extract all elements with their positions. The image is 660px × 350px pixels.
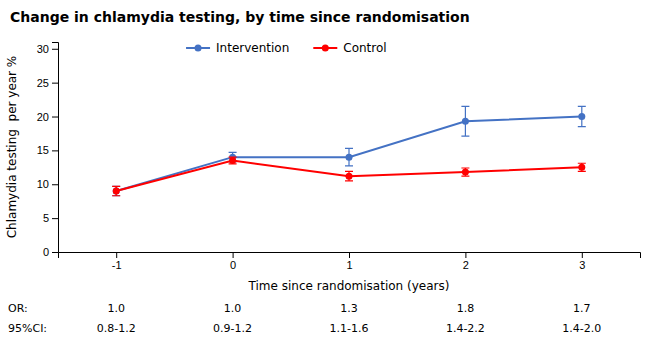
x-axis-title: Time since randomisation (years) bbox=[248, 279, 450, 293]
series-line bbox=[116, 117, 582, 192]
error-bar bbox=[229, 157, 237, 164]
point bbox=[113, 188, 120, 195]
title: Change in chlamydia testing, by time sin… bbox=[10, 9, 470, 25]
point bbox=[462, 118, 469, 125]
point bbox=[578, 164, 585, 171]
legend-label: Control bbox=[343, 41, 386, 55]
y-tick-mark bbox=[52, 117, 58, 118]
y-tick-mark bbox=[52, 83, 58, 84]
plot-area: -10123051015202530InterventionControl bbox=[37, 41, 641, 271]
x-tick-mark bbox=[116, 252, 117, 258]
annotation-value: 1.1-1.6 bbox=[330, 322, 369, 335]
error-bar bbox=[578, 163, 586, 171]
x-tick-mark bbox=[582, 252, 583, 258]
annotation-value: 0.9-1.2 bbox=[213, 322, 252, 335]
y-tick: 30 bbox=[37, 43, 58, 55]
legend-item: Intervention bbox=[186, 41, 289, 55]
error-bar bbox=[112, 186, 120, 195]
series bbox=[112, 106, 586, 195]
y-tick-mark bbox=[52, 218, 58, 219]
x-tick-mark bbox=[349, 252, 350, 258]
error-bar bbox=[345, 148, 353, 166]
legend-label: Intervention bbox=[216, 41, 289, 55]
y-tick-mark bbox=[52, 49, 58, 50]
x-axis: -1 0 1 2 3 bbox=[59, 252, 641, 271]
y-tick: 25 bbox=[37, 77, 58, 89]
y-tick-label: 20 bbox=[37, 111, 49, 123]
error-bar bbox=[345, 171, 353, 180]
y-axis: 0 5 10 15 20 25 30 bbox=[37, 43, 59, 259]
annotations: OR: 95%CI: 1.0 1.0 1.3 1.8 1.7 0.8-1.2 0.9-1.2 1.… bbox=[8, 302, 601, 335]
chart: -10123051015202530InterventionControlCha… bbox=[0, 0, 660, 350]
error-bar bbox=[578, 106, 586, 126]
legend: Intervention Control bbox=[186, 41, 387, 55]
y-tick-label: 10 bbox=[37, 178, 49, 190]
error-bar bbox=[461, 106, 469, 136]
x-tick: 0 bbox=[230, 252, 236, 271]
x-tick-label: 2 bbox=[463, 259, 469, 271]
series bbox=[112, 157, 586, 196]
y-tick: 20 bbox=[37, 111, 58, 123]
legend-item: Control bbox=[313, 41, 386, 55]
legend-swatch-marker bbox=[195, 45, 202, 52]
y-tick-label: 30 bbox=[37, 43, 49, 55]
annotation-value: 1.4-2.2 bbox=[446, 322, 485, 335]
x-tick-label: 0 bbox=[230, 259, 236, 271]
x-tick: 2 bbox=[463, 252, 469, 271]
legend-swatch-marker bbox=[322, 45, 329, 52]
error-bar bbox=[461, 168, 469, 176]
y-tick: 5 bbox=[43, 212, 58, 224]
x-tick-label: 1 bbox=[346, 259, 352, 271]
y-tick-label: 15 bbox=[37, 144, 49, 156]
data-layer bbox=[112, 106, 586, 195]
point bbox=[462, 169, 469, 176]
annotation-value: 0.8-1.2 bbox=[97, 322, 136, 335]
y-tick-mark bbox=[52, 252, 58, 253]
error-bar bbox=[112, 186, 120, 195]
y-axis-line bbox=[52, 43, 59, 253]
y-axis-title: Chlamydia testing per year % bbox=[5, 56, 19, 239]
point bbox=[346, 173, 353, 180]
point bbox=[113, 188, 120, 195]
annotation-label: OR: bbox=[8, 302, 28, 315]
point bbox=[346, 154, 353, 161]
y-tick-mark bbox=[52, 184, 58, 185]
y-tick-label: 25 bbox=[37, 77, 49, 89]
x-tick-label: 3 bbox=[579, 259, 585, 271]
x-tick-mark bbox=[233, 252, 234, 258]
annotation-value: 1.0 bbox=[107, 302, 125, 315]
x-tick-label: -1 bbox=[112, 259, 122, 271]
series-line bbox=[116, 161, 582, 191]
annotation-value: 1.4-2.0 bbox=[562, 322, 601, 335]
x-tick: 3 bbox=[579, 252, 585, 271]
y-tick-mark bbox=[52, 150, 58, 151]
y-tick-label: 5 bbox=[43, 212, 49, 224]
y-tick: 10 bbox=[37, 178, 58, 190]
annotation-value: 1.0 bbox=[224, 302, 242, 315]
x-tick: 1 bbox=[346, 252, 352, 271]
y-tick-label: 0 bbox=[43, 246, 49, 258]
annotation-label: 95%CI: bbox=[8, 322, 47, 335]
annotation-value: 1.3 bbox=[340, 302, 358, 315]
annotation-value: 1.7 bbox=[573, 302, 591, 315]
y-tick: 0 bbox=[43, 246, 58, 258]
x-tick: -1 bbox=[112, 252, 122, 271]
y-tick: 15 bbox=[37, 144, 58, 156]
x-axis-line bbox=[59, 253, 641, 259]
point bbox=[229, 157, 236, 164]
point bbox=[578, 113, 585, 120]
x-tick-mark bbox=[465, 252, 466, 258]
annotation-value: 1.8 bbox=[457, 302, 475, 315]
